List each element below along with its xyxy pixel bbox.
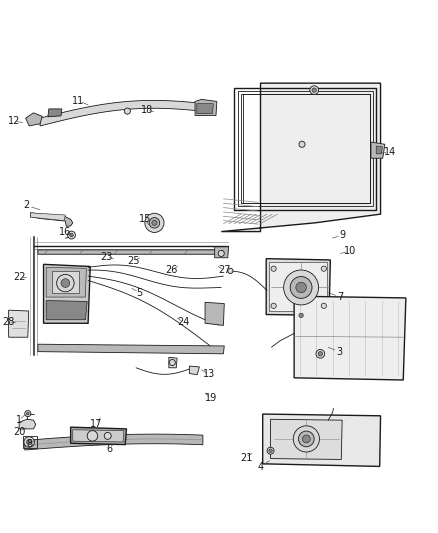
Circle shape bbox=[70, 233, 73, 237]
Polygon shape bbox=[169, 357, 177, 368]
Circle shape bbox=[61, 279, 70, 287]
Circle shape bbox=[299, 141, 305, 147]
Circle shape bbox=[228, 268, 233, 273]
Circle shape bbox=[124, 108, 131, 114]
Polygon shape bbox=[371, 142, 385, 158]
Polygon shape bbox=[189, 366, 199, 375]
Circle shape bbox=[316, 350, 325, 358]
Circle shape bbox=[27, 413, 29, 415]
Text: 1: 1 bbox=[16, 415, 22, 425]
Text: 21: 21 bbox=[240, 453, 252, 463]
Circle shape bbox=[269, 449, 272, 453]
Polygon shape bbox=[25, 434, 203, 450]
Polygon shape bbox=[52, 271, 79, 293]
Text: 20: 20 bbox=[13, 426, 25, 437]
Circle shape bbox=[312, 88, 316, 92]
Polygon shape bbox=[40, 100, 206, 126]
Polygon shape bbox=[221, 83, 381, 231]
Polygon shape bbox=[46, 268, 86, 297]
Circle shape bbox=[310, 86, 318, 94]
Polygon shape bbox=[195, 99, 217, 116]
Polygon shape bbox=[38, 344, 224, 354]
Circle shape bbox=[27, 439, 32, 445]
Text: 7: 7 bbox=[337, 292, 343, 302]
Polygon shape bbox=[19, 419, 35, 429]
Circle shape bbox=[218, 251, 224, 256]
Text: 24: 24 bbox=[177, 317, 189, 327]
Circle shape bbox=[293, 426, 319, 452]
Circle shape bbox=[57, 274, 74, 292]
Text: 14: 14 bbox=[384, 147, 396, 157]
Text: 23: 23 bbox=[100, 252, 113, 262]
Polygon shape bbox=[263, 414, 381, 466]
Circle shape bbox=[271, 266, 276, 271]
Polygon shape bbox=[38, 250, 227, 254]
Text: 3: 3 bbox=[336, 346, 342, 357]
Text: 9: 9 bbox=[339, 230, 345, 240]
Polygon shape bbox=[9, 310, 29, 337]
Circle shape bbox=[302, 435, 310, 443]
Circle shape bbox=[318, 352, 322, 356]
Polygon shape bbox=[31, 213, 73, 227]
Text: 19: 19 bbox=[205, 393, 217, 403]
Text: 6: 6 bbox=[106, 443, 112, 454]
Circle shape bbox=[104, 432, 111, 439]
Text: 15: 15 bbox=[139, 214, 151, 224]
Text: 8: 8 bbox=[26, 439, 32, 449]
Polygon shape bbox=[271, 419, 342, 459]
Circle shape bbox=[152, 220, 157, 225]
Circle shape bbox=[145, 213, 164, 232]
Polygon shape bbox=[43, 264, 90, 323]
Polygon shape bbox=[73, 430, 124, 442]
Circle shape bbox=[87, 431, 98, 441]
Circle shape bbox=[267, 447, 274, 454]
Polygon shape bbox=[31, 213, 65, 221]
Polygon shape bbox=[266, 259, 330, 316]
Circle shape bbox=[271, 303, 276, 309]
Polygon shape bbox=[215, 247, 229, 258]
Text: 26: 26 bbox=[166, 265, 178, 275]
Polygon shape bbox=[294, 296, 406, 380]
Text: 28: 28 bbox=[3, 317, 15, 327]
Text: 10: 10 bbox=[344, 246, 356, 256]
Circle shape bbox=[296, 282, 306, 293]
Circle shape bbox=[284, 270, 318, 305]
Circle shape bbox=[298, 431, 314, 447]
Text: 27: 27 bbox=[218, 265, 230, 275]
Circle shape bbox=[321, 303, 326, 309]
Text: 5: 5 bbox=[137, 288, 143, 298]
Text: 22: 22 bbox=[13, 272, 25, 282]
Text: 16: 16 bbox=[59, 227, 71, 237]
Polygon shape bbox=[269, 262, 327, 311]
Circle shape bbox=[149, 217, 160, 228]
Text: 18: 18 bbox=[141, 105, 153, 115]
Polygon shape bbox=[26, 113, 42, 126]
Text: 17: 17 bbox=[90, 418, 102, 429]
Text: 11: 11 bbox=[72, 95, 85, 106]
Circle shape bbox=[67, 231, 75, 239]
Polygon shape bbox=[197, 104, 213, 114]
Polygon shape bbox=[205, 302, 224, 326]
Circle shape bbox=[25, 410, 31, 417]
Text: 13: 13 bbox=[203, 369, 215, 379]
Polygon shape bbox=[376, 146, 382, 154]
Text: 4: 4 bbox=[258, 462, 264, 472]
Circle shape bbox=[290, 277, 312, 298]
Circle shape bbox=[169, 359, 175, 366]
Polygon shape bbox=[46, 301, 87, 320]
Circle shape bbox=[24, 437, 35, 447]
Polygon shape bbox=[71, 427, 127, 445]
Text: 12: 12 bbox=[8, 116, 20, 126]
Text: 2: 2 bbox=[23, 200, 29, 211]
Polygon shape bbox=[48, 109, 62, 117]
Text: 25: 25 bbox=[127, 256, 140, 266]
Circle shape bbox=[299, 313, 303, 318]
Circle shape bbox=[321, 266, 326, 271]
